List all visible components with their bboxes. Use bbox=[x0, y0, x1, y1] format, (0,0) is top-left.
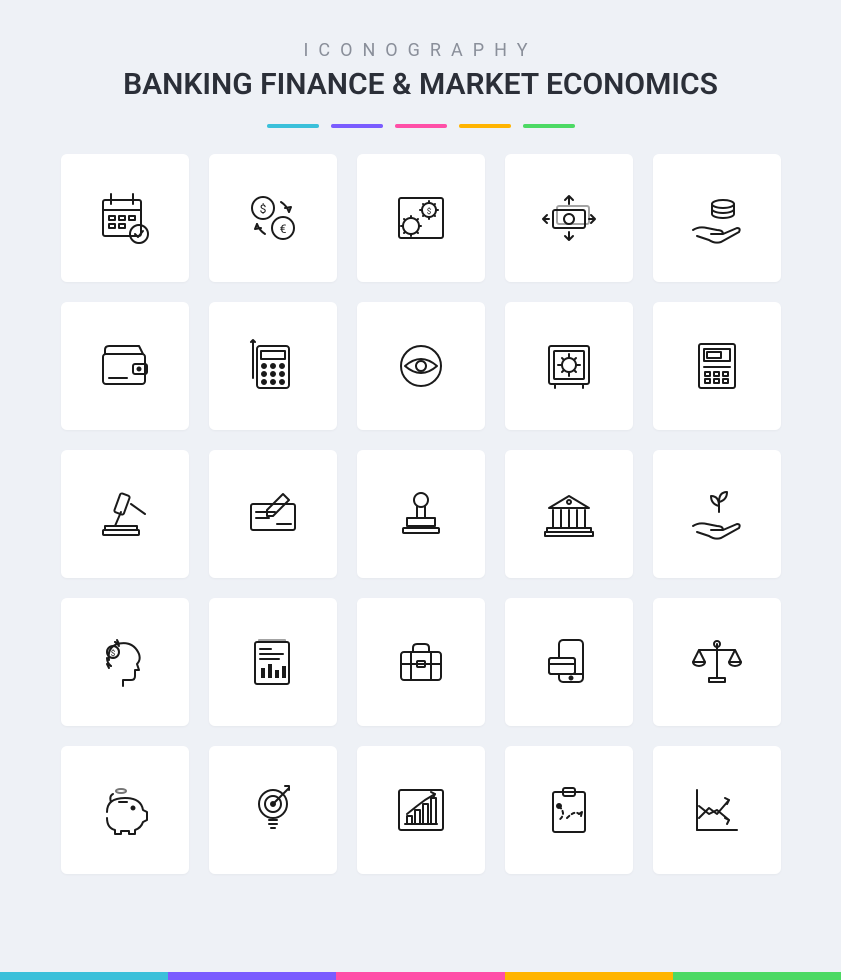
wallet-icon bbox=[93, 334, 157, 398]
tile-hand-coins bbox=[653, 154, 781, 282]
svg-text:$: $ bbox=[110, 649, 115, 658]
bank-building-icon bbox=[537, 482, 601, 546]
hand-coins-icon bbox=[685, 186, 749, 250]
target-idea-icon bbox=[241, 778, 305, 842]
tile-atm-machine bbox=[653, 302, 781, 430]
growth-chart-icon bbox=[389, 778, 453, 842]
title-accent-row bbox=[267, 124, 575, 128]
tile-target-idea bbox=[209, 746, 337, 874]
header: ICONOGRAPHY BANKING FINANCE & MARKET ECO… bbox=[123, 40, 718, 102]
eye-view-icon bbox=[389, 334, 453, 398]
balance-scale-icon bbox=[685, 630, 749, 694]
tile-wallet bbox=[61, 302, 189, 430]
tile-eye-view bbox=[357, 302, 485, 430]
tile-calendar-check bbox=[61, 154, 189, 282]
accent-bar bbox=[395, 124, 447, 128]
money-settings-icon: $ bbox=[389, 186, 453, 250]
gavel-auction-icon bbox=[93, 482, 157, 546]
tile-briefcase bbox=[357, 598, 485, 726]
currency-exchange-icon: $ € bbox=[241, 186, 305, 250]
cheque-sign-icon bbox=[241, 482, 305, 546]
icon-grid: $ € $ bbox=[61, 154, 781, 874]
svg-text:€: € bbox=[279, 222, 286, 236]
footer-bar bbox=[336, 972, 504, 980]
accent-bar bbox=[331, 124, 383, 128]
stamp-icon bbox=[389, 482, 453, 546]
svg-text:$: $ bbox=[426, 207, 431, 216]
tile-cheque-sign bbox=[209, 450, 337, 578]
trend-lines-icon bbox=[685, 778, 749, 842]
mind-money-icon: $ bbox=[93, 630, 157, 694]
header-overline: ICONOGRAPHY bbox=[123, 40, 718, 61]
strategy-clipboard-icon bbox=[537, 778, 601, 842]
tile-cash-flow bbox=[505, 154, 633, 282]
tile-money-settings: $ bbox=[357, 154, 485, 282]
svg-text:$: $ bbox=[259, 202, 266, 216]
tile-bank-building bbox=[505, 450, 633, 578]
hand-growth-icon bbox=[685, 482, 749, 546]
tile-stamp bbox=[357, 450, 485, 578]
mobile-payment-icon bbox=[537, 630, 601, 694]
tile-hand-growth bbox=[653, 450, 781, 578]
tile-calculator bbox=[209, 302, 337, 430]
accent-bar bbox=[267, 124, 319, 128]
tile-strategy-clipboard bbox=[505, 746, 633, 874]
footer-bar bbox=[673, 972, 841, 980]
footer-bar bbox=[168, 972, 336, 980]
report-chart-icon bbox=[241, 630, 305, 694]
tile-mobile-payment bbox=[505, 598, 633, 726]
accent-bar bbox=[523, 124, 575, 128]
calendar-check-icon bbox=[93, 186, 157, 250]
tile-currency-exchange: $ € bbox=[209, 154, 337, 282]
tile-report-chart bbox=[209, 598, 337, 726]
safe-vault-icon bbox=[537, 334, 601, 398]
tile-balance-scale bbox=[653, 598, 781, 726]
tile-growth-chart bbox=[357, 746, 485, 874]
tile-gavel-auction bbox=[61, 450, 189, 578]
atm-machine-icon bbox=[685, 334, 749, 398]
tile-piggy-bank bbox=[61, 746, 189, 874]
briefcase-icon bbox=[389, 630, 453, 694]
tile-mind-money: $ bbox=[61, 598, 189, 726]
piggy-bank-icon bbox=[93, 778, 157, 842]
footer-bar bbox=[0, 972, 168, 980]
footer-bar bbox=[505, 972, 673, 980]
cash-flow-icon bbox=[537, 186, 601, 250]
tile-safe-vault bbox=[505, 302, 633, 430]
tile-trend-lines bbox=[653, 746, 781, 874]
footer-accent-row bbox=[0, 972, 841, 980]
accent-bar bbox=[459, 124, 511, 128]
header-title: BANKING FINANCE & MARKET ECONOMICS bbox=[123, 67, 718, 102]
calculator-icon bbox=[241, 334, 305, 398]
